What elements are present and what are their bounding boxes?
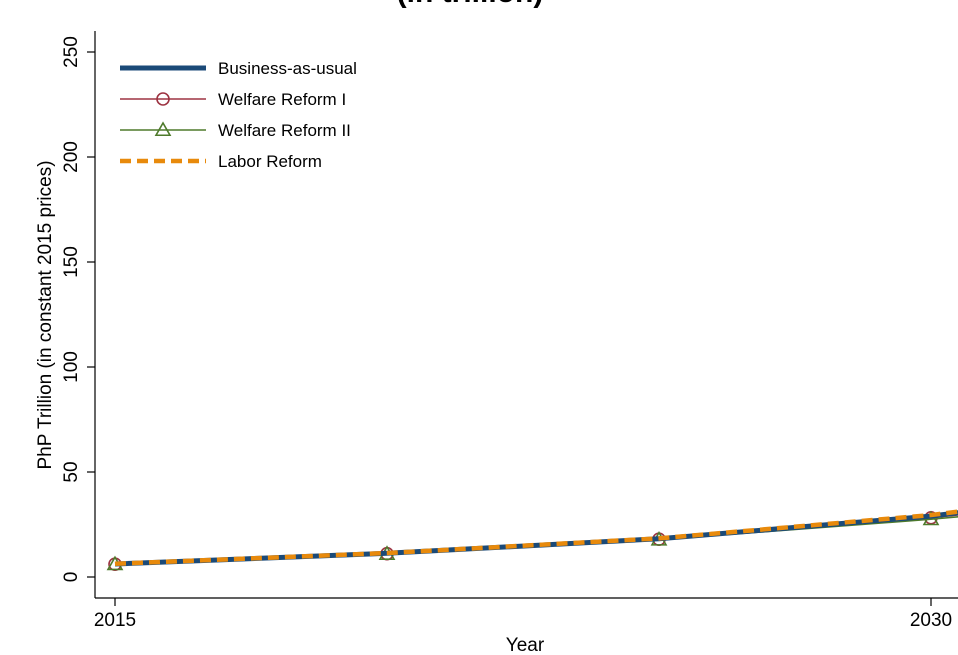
legend-item-welfare-reform-ii: Welfare Reform II bbox=[120, 121, 351, 140]
legend-item-welfare-reform-i: Welfare Reform I bbox=[120, 90, 346, 109]
x-tick-label: 2015 bbox=[94, 610, 136, 631]
y-axis-title: PhP Trillion (in constant 2015 prices) bbox=[35, 160, 56, 469]
y-tick-label: 250 bbox=[61, 36, 82, 68]
legend: Business-as-usual Welfare Reform I Welfare… bbox=[120, 59, 357, 171]
plot-area bbox=[106, 509, 958, 571]
labor-reform-line bbox=[114, 509, 958, 567]
legend-item-labor-reform: Labor Reform bbox=[120, 152, 322, 171]
legend-label-welfare-reform-i: Welfare Reform I bbox=[218, 90, 346, 109]
y-tick-label: 150 bbox=[61, 246, 82, 278]
labor-reform-series bbox=[114, 509, 958, 567]
y-tick-label: 100 bbox=[61, 351, 82, 383]
legend-label-welfare-reform-ii: Welfare Reform II bbox=[218, 121, 351, 140]
chart-title-clipped: (in trillion) bbox=[397, 0, 544, 9]
axes: 0501001502002502015203020452060 bbox=[61, 31, 958, 631]
y-tick-label: 0 bbox=[61, 572, 82, 583]
legend-item-business-as-usual: Business-as-usual bbox=[120, 59, 357, 78]
welfare-reform-i-point bbox=[156, 92, 170, 106]
y-tick-label: 200 bbox=[61, 141, 82, 173]
legend-label-business-as-usual: Business-as-usual bbox=[218, 59, 357, 78]
x-tick-label: 2030 bbox=[910, 610, 952, 631]
x-axis-title: Year bbox=[506, 635, 545, 655]
y-tick-label: 50 bbox=[61, 461, 82, 482]
legend-label-labor-reform: Labor Reform bbox=[218, 152, 322, 171]
welfare-reform-ii-point bbox=[154, 121, 172, 137]
